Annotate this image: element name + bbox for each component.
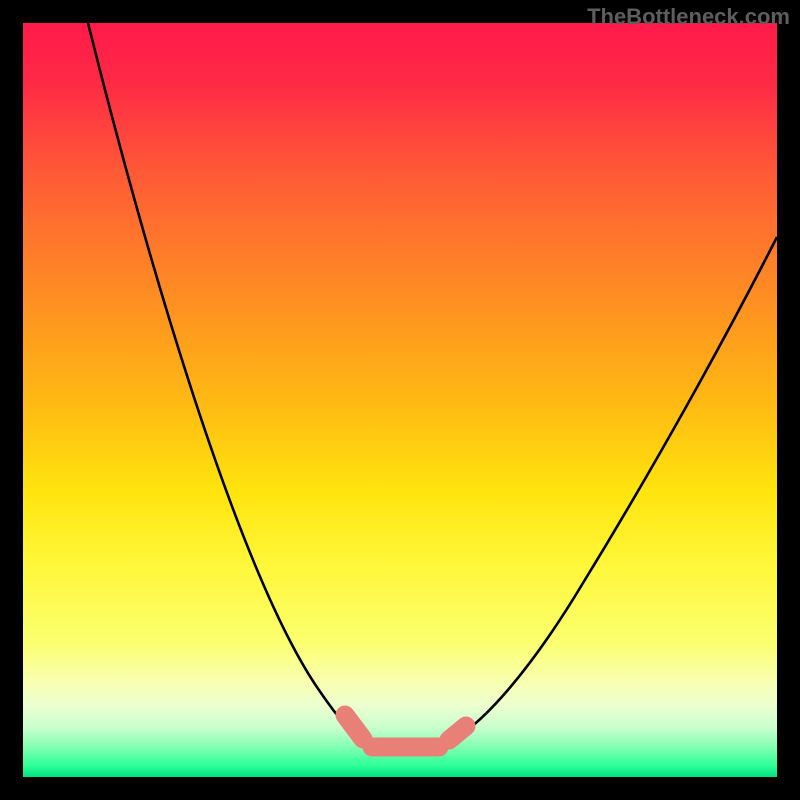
plot-area [23,23,777,777]
chart-frame: TheBottleneck.com [0,0,800,800]
chart-svg [23,23,777,777]
base-segment-2 [449,726,466,740]
watermark-text: TheBottleneck.com [587,4,790,30]
gradient-background [23,23,777,777]
